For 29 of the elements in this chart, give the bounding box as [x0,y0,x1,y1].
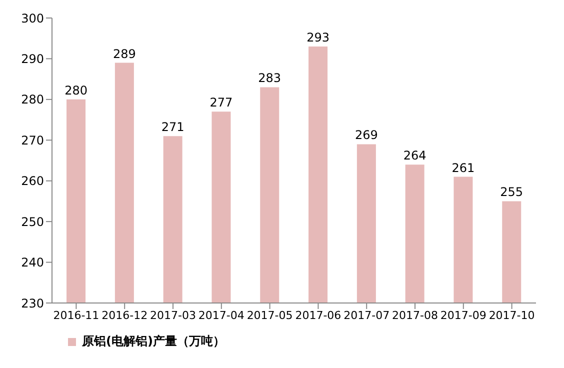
data-label: 283 [258,71,282,86]
y-tick-label: 230 [21,296,44,310]
x-tick-label: 2016-12 [102,308,148,322]
y-tick-label: 240 [21,256,44,270]
y-tick-label: 270 [21,133,44,148]
x-tick-label: 2017-08 [392,308,438,322]
data-label: 289 [112,46,136,61]
y-tick-label: 260 [21,174,44,188]
data-label: 280 [64,83,88,98]
y-tick-label: 250 [21,214,44,229]
data-label: 255 [500,185,524,200]
x-tick-label: 2017-07 [344,308,390,322]
x-tick-label: 2017-10 [488,308,535,322]
x-tick-label: 2017-04 [198,308,244,322]
x-tick-label: 2016-11 [53,308,100,322]
y-tick-label: 290 [21,52,44,66]
data-label: 277 [210,96,233,110]
data-label: 264 [403,148,426,163]
legend-label: 原铝(电解铝)产量（万吨） [82,333,225,350]
data-label: 271 [161,120,184,134]
y-tick-label: 300 [21,11,44,26]
data-label: 269 [354,128,378,142]
x-tick-label: 2017-03 [150,308,196,322]
y-tick-label: 280 [21,92,44,107]
data-label: 261 [452,160,475,175]
x-tick-label: 2017-05 [246,308,293,322]
x-tick-label: 2017-09 [440,308,486,322]
x-tick-label: 2017-06 [295,308,342,322]
data-label: 293 [306,30,330,44]
